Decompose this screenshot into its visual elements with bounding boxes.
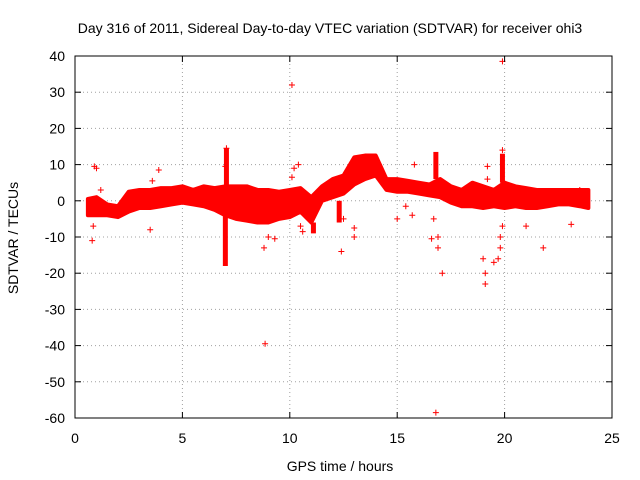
sdtvar-point	[89, 237, 96, 244]
x-tick-label: 15	[389, 430, 405, 446]
axis-ticks: -60 -50 -40 -30 -20 -10 0 10 20 30 40 0 5 10 15 20 25	[45, 48, 620, 446]
y-tick-label: -10	[45, 229, 65, 245]
sdtvar-point	[432, 409, 439, 416]
sdtvar-point	[288, 174, 295, 181]
sdtvar-point	[295, 161, 302, 168]
x-tick-label: 10	[282, 430, 298, 446]
data-series-sdtvar	[85, 58, 591, 416]
chart-title: Day 316 of 2011, Sidereal Day-to-day VTE…	[78, 20, 583, 36]
grid-lines	[75, 56, 612, 418]
sdtvar-point	[430, 215, 437, 222]
sdtvar-point	[435, 244, 442, 251]
sdtvar-point	[499, 223, 506, 230]
sdtvar-point	[480, 255, 487, 262]
sdtvar-point	[497, 234, 504, 240]
sdtvar-point	[222, 163, 229, 170]
y-tick-label: -30	[45, 301, 65, 317]
y-tick-label: -40	[45, 338, 65, 354]
sdtvar-point	[495, 255, 502, 262]
x-axis-label: GPS time / hours	[287, 458, 394, 474]
x-tick-label: 5	[179, 430, 187, 446]
sdtvar-point	[340, 215, 347, 222]
sdtvar-point	[544, 194, 551, 201]
y-tick-label: -60	[45, 410, 65, 426]
sdtvar-point	[97, 186, 104, 193]
y-tick-label: -50	[45, 374, 65, 390]
sdtvar-point	[484, 176, 491, 183]
y-tick-label: 30	[49, 84, 65, 100]
sdtvar-point	[291, 165, 298, 172]
sdtvar-point	[435, 234, 442, 240]
sdtvar-point	[155, 167, 162, 174]
sdtvar-point	[411, 161, 418, 168]
sdtvar-point	[262, 340, 269, 347]
y-tick-label: 40	[49, 48, 65, 64]
x-tick-label: 25	[604, 430, 620, 446]
sdtvar-point	[576, 186, 583, 193]
x-tick-label: 0	[71, 430, 79, 446]
sdtvar-point	[93, 165, 100, 172]
sdtvar-point	[568, 221, 575, 228]
sdtvar-point	[351, 234, 358, 240]
sdtvar-point	[482, 270, 489, 277]
sdtvar-point	[261, 244, 268, 251]
sdtvar-point	[439, 270, 446, 277]
sdtvar-dense-band	[85, 153, 591, 225]
sdtvar-point	[223, 145, 230, 152]
y-axis-label: SDTVAR / TECUs	[5, 182, 21, 294]
sdtvar-point	[540, 244, 547, 251]
y-tick-label: -20	[45, 265, 65, 281]
sdtvar-point	[288, 81, 295, 88]
sdtvar-point	[394, 215, 401, 222]
sdtvar-point	[265, 234, 272, 240]
sdtvar-point	[338, 248, 345, 255]
sdtvar-point	[490, 259, 497, 266]
sdtvar-point	[482, 281, 489, 288]
sdtvar-point	[428, 235, 435, 242]
x-tick-label: 20	[497, 430, 513, 446]
sdtvar-point	[523, 223, 530, 230]
sdtvar-point	[297, 223, 304, 230]
sdtvar-point	[497, 244, 504, 251]
sdtvar-point	[499, 147, 506, 154]
sdtvar-point	[299, 228, 306, 235]
sdtvar-point	[147, 226, 154, 233]
sdtvar-point	[149, 177, 156, 184]
sdtvar-point	[402, 203, 409, 210]
sdtvar-point	[151, 201, 158, 208]
sdtvar-point	[484, 163, 491, 170]
y-tick-label: 0	[57, 193, 65, 209]
sdtvar-point	[162, 186, 169, 193]
sdtvar-point	[351, 224, 358, 231]
sdtvar-point	[271, 235, 278, 242]
y-tick-label: 10	[49, 157, 65, 173]
y-tick-label: 20	[49, 120, 65, 136]
sdtvar-point	[409, 212, 416, 219]
sdtvar-point	[90, 223, 97, 230]
